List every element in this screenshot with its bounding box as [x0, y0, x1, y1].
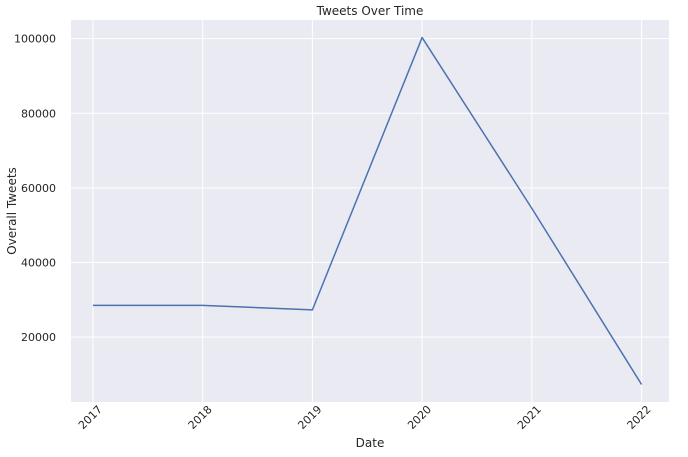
x-tick-label: 2019 — [295, 403, 324, 432]
y-tick-label: 80000 — [21, 107, 56, 120]
plot-area — [71, 20, 669, 402]
x-tick-label: 2022 — [625, 403, 654, 432]
y-tick-label: 100000 — [14, 33, 56, 46]
x-tick-labels: 2017 2018 2019 2020 2021 2022 — [76, 403, 654, 432]
grid — [71, 20, 669, 402]
x-tick-label: 2021 — [515, 403, 544, 432]
series-group — [92, 36, 643, 385]
series-line — [92, 36, 643, 385]
x-tick-label: 2018 — [186, 403, 215, 432]
x-axis-label: Date — [356, 436, 385, 450]
y-axis-label: Overall Tweets — [5, 167, 19, 255]
chart-title: Tweets Over Time — [316, 4, 424, 18]
y-tick-labels: 20000 40000 60000 80000 100000 — [14, 33, 56, 344]
y-tick-label: 60000 — [21, 182, 56, 195]
x-tick-label: 2017 — [76, 403, 105, 432]
y-tick-label: 20000 — [21, 331, 56, 344]
y-tick-label: 40000 — [21, 256, 56, 269]
x-tick-label: 2020 — [405, 403, 434, 432]
